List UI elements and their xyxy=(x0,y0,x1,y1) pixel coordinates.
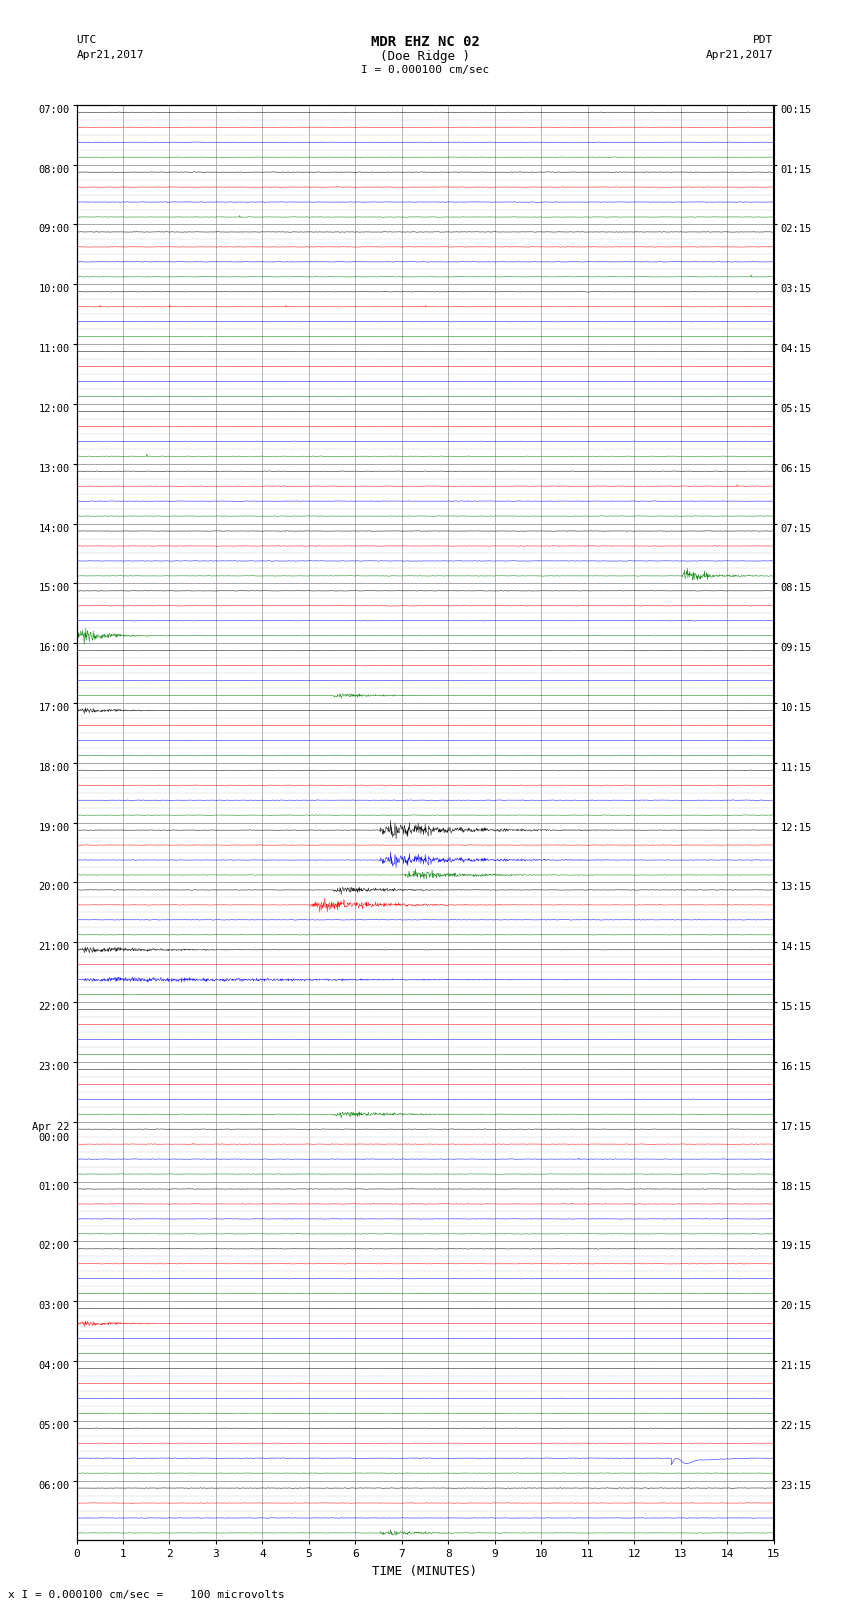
Text: I = 0.000100 cm/sec: I = 0.000100 cm/sec xyxy=(361,65,489,74)
Text: Apr21,2017: Apr21,2017 xyxy=(76,50,144,60)
Text: Apr21,2017: Apr21,2017 xyxy=(706,50,774,60)
Text: (Doe Ridge ): (Doe Ridge ) xyxy=(380,50,470,63)
Text: MDR EHZ NC 02: MDR EHZ NC 02 xyxy=(371,35,479,50)
Text: x I = 0.000100 cm/sec =    100 microvolts: x I = 0.000100 cm/sec = 100 microvolts xyxy=(8,1590,286,1600)
Text: PDT: PDT xyxy=(753,35,774,45)
Text: UTC: UTC xyxy=(76,35,97,45)
X-axis label: TIME (MINUTES): TIME (MINUTES) xyxy=(372,1565,478,1578)
